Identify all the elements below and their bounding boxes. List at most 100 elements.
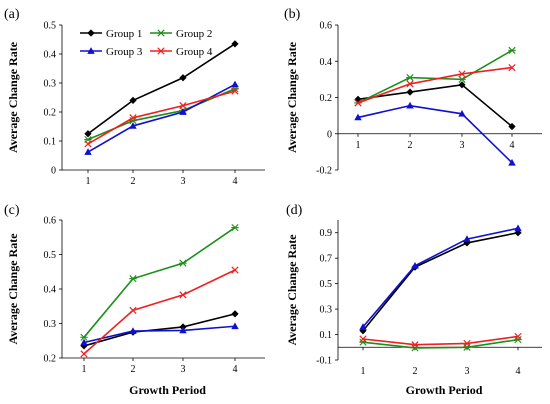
series-line [83, 226, 236, 338]
y-tick-label: 0.2 [44, 108, 57, 119]
data-point [508, 158, 516, 166]
x-tick-label: 2 [131, 364, 136, 375]
legend-label: Group 1 [106, 28, 142, 40]
panel-label: (b) [284, 7, 301, 22]
series-group-1 [80, 310, 239, 350]
data-point [231, 322, 239, 330]
y-axis-label: Average Change Rate [285, 234, 299, 346]
data-point [129, 122, 137, 129]
data-point [84, 130, 92, 138]
data-point [354, 113, 362, 121]
x-tick-label: 4 [233, 364, 238, 375]
data-point [80, 333, 88, 341]
y-tick-label: 0.5 [44, 21, 57, 32]
y-tick-label: -0.1 [316, 356, 332, 367]
data-point [179, 108, 187, 115]
y-tick-label: 0.1 [44, 137, 57, 148]
x-tick-label: 1 [361, 366, 366, 377]
y-tick-label: -0.2 [316, 166, 332, 177]
x-axis-label: Growth Period [129, 383, 206, 397]
data-point [458, 81, 466, 89]
chart-panel-b: (b) -0.2 0 0.2 0.4 0.6 1 2 3 4 Average Change Rate [284, 7, 542, 177]
series-line [362, 227, 519, 328]
series-group-2 [354, 46, 516, 107]
x-tick-label: 1 [86, 176, 91, 187]
series-line [362, 335, 519, 346]
chart-panel-d: (d) -0.1 0.1 0.3 0.5 0.7 0.9 1 2 3 4 Average Change… [285, 203, 542, 397]
data-point [231, 266, 239, 274]
y-tick-label: 0.3 [44, 79, 57, 90]
y-tick-label: 0.9 [320, 228, 333, 239]
data-point [231, 80, 239, 88]
data-point [354, 99, 362, 107]
y-axis-label: Average Change Rate [6, 41, 20, 153]
data-point [514, 332, 522, 341]
y-tick-label: 0.2 [320, 93, 333, 104]
data-point [514, 224, 522, 232]
legend-label: Group 2 [176, 28, 212, 40]
series-group-4 [359, 332, 522, 349]
x-tick-label: 2 [131, 176, 136, 187]
data-point [508, 63, 516, 72]
data-point [129, 96, 137, 105]
legend: Group 1 Group 2 Group 3 Group 4 [80, 28, 213, 58]
data-point [129, 306, 137, 315]
series-line [362, 338, 519, 349]
y-tick-label: 0.4 [44, 285, 57, 296]
data-point [463, 235, 471, 242]
data-point [179, 326, 187, 334]
y-tick-label: 0 [51, 166, 56, 177]
x-tick-label: 2 [408, 140, 413, 151]
series-group-4 [80, 266, 239, 358]
series-group-3 [84, 80, 239, 155]
y-tick-label: 0.5 [44, 250, 57, 261]
data-point [179, 74, 187, 82]
series-group-3 [354, 101, 516, 166]
data-point [179, 259, 187, 267]
legend-entry: Group 1 [80, 28, 142, 40]
data-point [406, 88, 414, 96]
legend-marker [157, 29, 165, 37]
panel-label: (d) [286, 203, 303, 218]
y-tick-label: 0.2 [44, 354, 57, 365]
series-line [87, 90, 236, 145]
x-axis-label: Growth Period [406, 383, 483, 397]
data-point [231, 40, 239, 48]
series-line [87, 43, 236, 135]
x-tick-label: 3 [181, 176, 186, 187]
data-point [359, 323, 367, 330]
series-group-3 [80, 322, 239, 346]
data-point [406, 80, 414, 88]
y-tick-label: 0.4 [320, 57, 333, 68]
chart-panel-a: (a) 0 0.1 0.2 0.3 0.4 0.5 1 2 3 4 Average Change Ra… [4, 7, 265, 187]
legend-label: Group 4 [176, 46, 213, 58]
legend-entry: Group 2 [150, 28, 212, 40]
data-point [129, 275, 137, 283]
y-tick-label: 0.7 [320, 254, 333, 265]
series-line [357, 83, 513, 128]
legend-label: Group 3 [106, 46, 143, 58]
data-point [129, 327, 137, 334]
data-point [458, 70, 466, 78]
data-point [458, 109, 466, 117]
y-tick-label: 0.3 [44, 319, 57, 330]
x-tick-label: 1 [82, 364, 87, 375]
y-axis-label: Average Change Rate [6, 233, 20, 345]
legend-marker [157, 47, 165, 55]
data-point [508, 122, 516, 131]
data-point [179, 291, 187, 299]
x-tick-label: 4 [510, 140, 515, 151]
series-line [83, 325, 236, 344]
panel-label: (a) [4, 7, 20, 22]
legend-marker [87, 47, 95, 54]
data-point [129, 114, 137, 122]
series-group-4 [354, 63, 516, 107]
legend-marker [87, 29, 95, 37]
data-point [80, 350, 88, 358]
series-line [357, 104, 513, 164]
data-point [463, 339, 471, 348]
x-tick-label: 3 [460, 140, 465, 151]
x-tick-label: 4 [233, 176, 238, 187]
data-point [84, 140, 92, 148]
